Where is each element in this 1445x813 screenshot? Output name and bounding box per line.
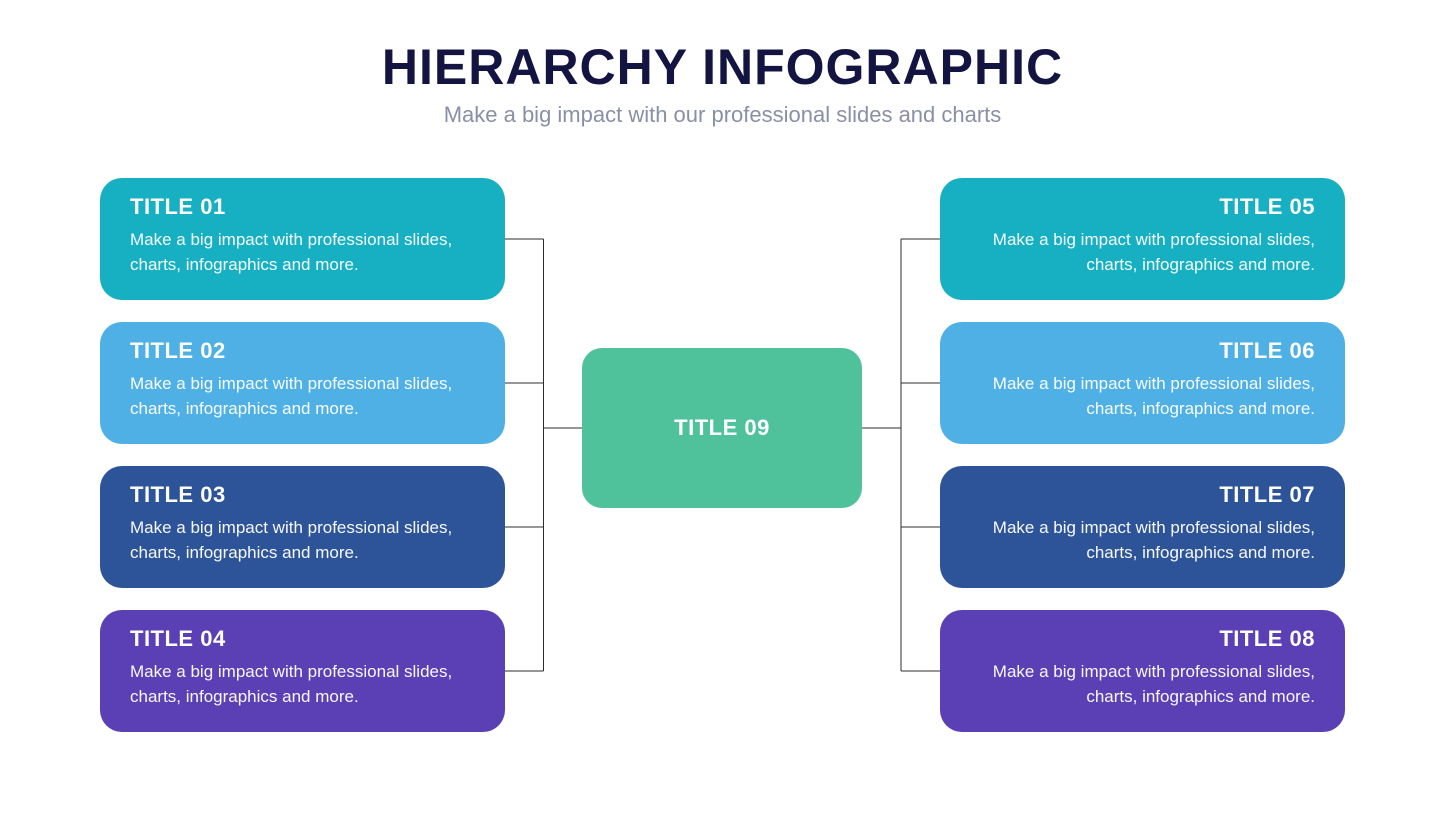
card-title-label: TITLE 07: [970, 482, 1315, 508]
card-desc: Make a big impact with professional slid…: [970, 660, 1315, 709]
card-desc: Make a big impact with professional slid…: [130, 516, 475, 565]
center-title-label: TITLE 09: [674, 415, 770, 441]
card-desc: Make a big impact with professional slid…: [130, 660, 475, 709]
card-title-07: TITLE 07 Make a big impact with professi…: [940, 466, 1345, 588]
card-title-06: TITLE 06 Make a big impact with professi…: [940, 322, 1345, 444]
card-title-label: TITLE 03: [130, 482, 475, 508]
card-title-label: TITLE 05: [970, 194, 1315, 220]
card-desc: Make a big impact with professional slid…: [130, 372, 475, 421]
card-title-01: TITLE 01 Make a big impact with professi…: [100, 178, 505, 300]
card-title-04: TITLE 04 Make a big impact with professi…: [100, 610, 505, 732]
page-subtitle: Make a big impact with our professional …: [0, 102, 1445, 128]
card-title-label: TITLE 08: [970, 626, 1315, 652]
card-desc: Make a big impact with professional slid…: [130, 228, 475, 277]
card-desc: Make a big impact with professional slid…: [970, 372, 1315, 421]
page-title: HIERARCHY INFOGRAPHIC: [0, 38, 1445, 96]
card-desc: Make a big impact with professional slid…: [970, 228, 1315, 277]
card-desc: Make a big impact with professional slid…: [970, 516, 1315, 565]
card-title-08: TITLE 08 Make a big impact with professi…: [940, 610, 1345, 732]
card-title-label: TITLE 02: [130, 338, 475, 364]
card-title-02: TITLE 02 Make a big impact with professi…: [100, 322, 505, 444]
card-title-03: TITLE 03 Make a big impact with professi…: [100, 466, 505, 588]
card-title-label: TITLE 04: [130, 626, 475, 652]
card-title-label: TITLE 06: [970, 338, 1315, 364]
card-title-label: TITLE 01: [130, 194, 475, 220]
card-title-05: TITLE 05 Make a big impact with professi…: [940, 178, 1345, 300]
header: HIERARCHY INFOGRAPHIC Make a big impact …: [0, 0, 1445, 128]
card-title-09: TITLE 09: [582, 348, 862, 508]
